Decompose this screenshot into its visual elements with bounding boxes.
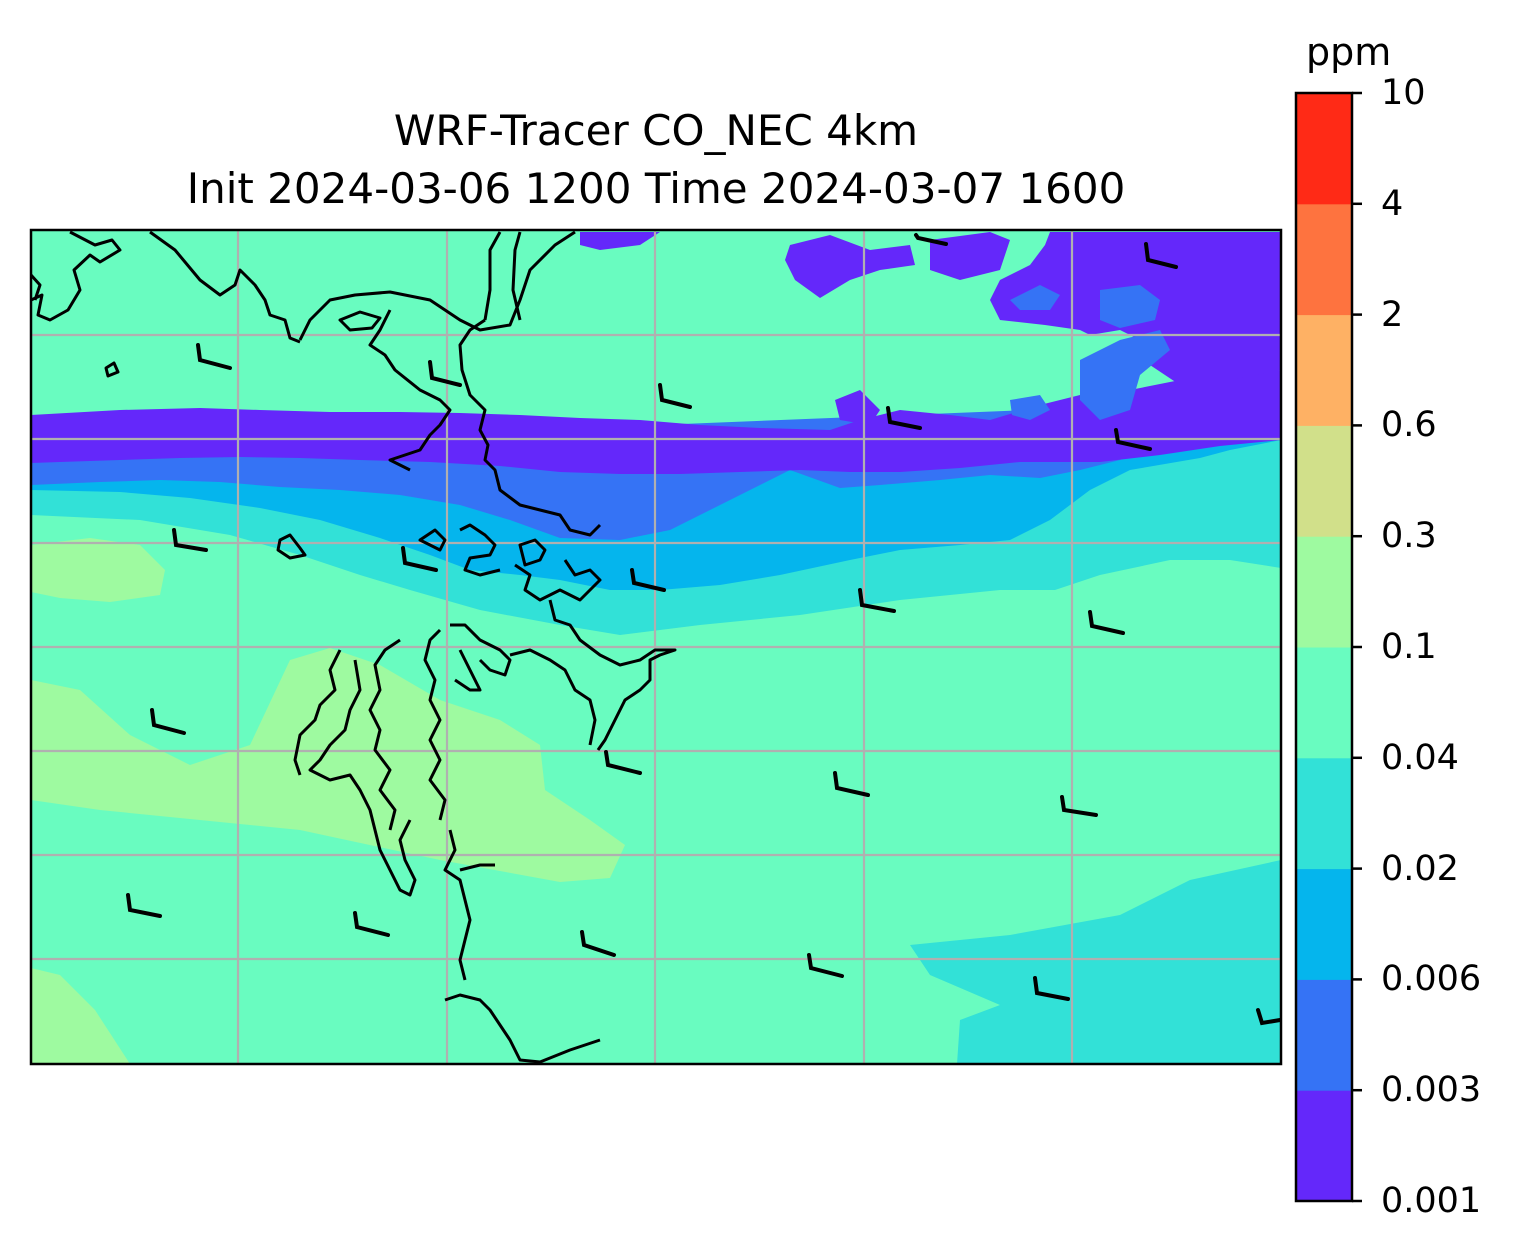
colorbar-tick-label: 0.6 [1381,405,1437,446]
colorbar-band [1296,979,1352,1091]
colorbar-tick-label: 2 [1381,294,1404,335]
colorbar-tick-label: 0.02 [1381,848,1459,889]
concentration-patch-n-3 [835,390,880,425]
colorbar-tick-label: 10 [1381,73,1426,113]
map-frame [29,228,1283,1066]
map-title: WRF-Tracer CO_NEC 4km [393,106,919,155]
concentration-patch-ne-5 [930,232,1010,280]
colorbar-band [1296,647,1352,759]
concentration-band-0.1-southwest [31,968,130,1064]
concentration-patch-n-2 [580,232,660,250]
colorbar-unit: ppm [1306,30,1392,74]
concentration-patch-n-1 [785,235,915,298]
colorbar-band [1296,868,1352,980]
concentration-patch-n-4 [1010,395,1050,420]
colorbar-tick-label: 0.1 [1381,627,1437,667]
concentration-band-0.1-central [31,648,625,882]
concentration-patch-ne-3 [1080,330,1170,420]
wind-barbs [126,233,1281,1026]
colorbar-band [1296,757,1352,870]
colorbar-tick-label: 0.04 [1381,737,1459,778]
colorbar-band [1296,536,1352,648]
concentration-band-0.02-southeast [910,860,1281,1064]
concentration-patch-ne-4 [1010,285,1060,310]
colorbar-band [1296,314,1352,426]
coastline [31,230,677,1064]
colorbar-band [1296,425,1352,537]
concentration-patch-ne-2 [1100,285,1160,328]
colorbar-band [1296,203,1352,316]
colorbar-tick-label: 0.001 [1381,1181,1482,1221]
map-subtitle: Init 2024-03-06 1200 Time 2024-03-07 160… [186,164,1126,213]
colorbar-tick-label: 4 [1381,183,1404,224]
gridlines [31,230,1281,1064]
colorbar-tick-label: 0.006 [1381,959,1482,1000]
colorbar-band [1296,93,1352,205]
colorbar-band [1296,1090,1352,1202]
colorbar-tick-label: 0.003 [1381,1070,1482,1111]
colorbar-tick-label: 0.3 [1381,516,1437,557]
concentration-band-0.1-west [31,538,165,602]
